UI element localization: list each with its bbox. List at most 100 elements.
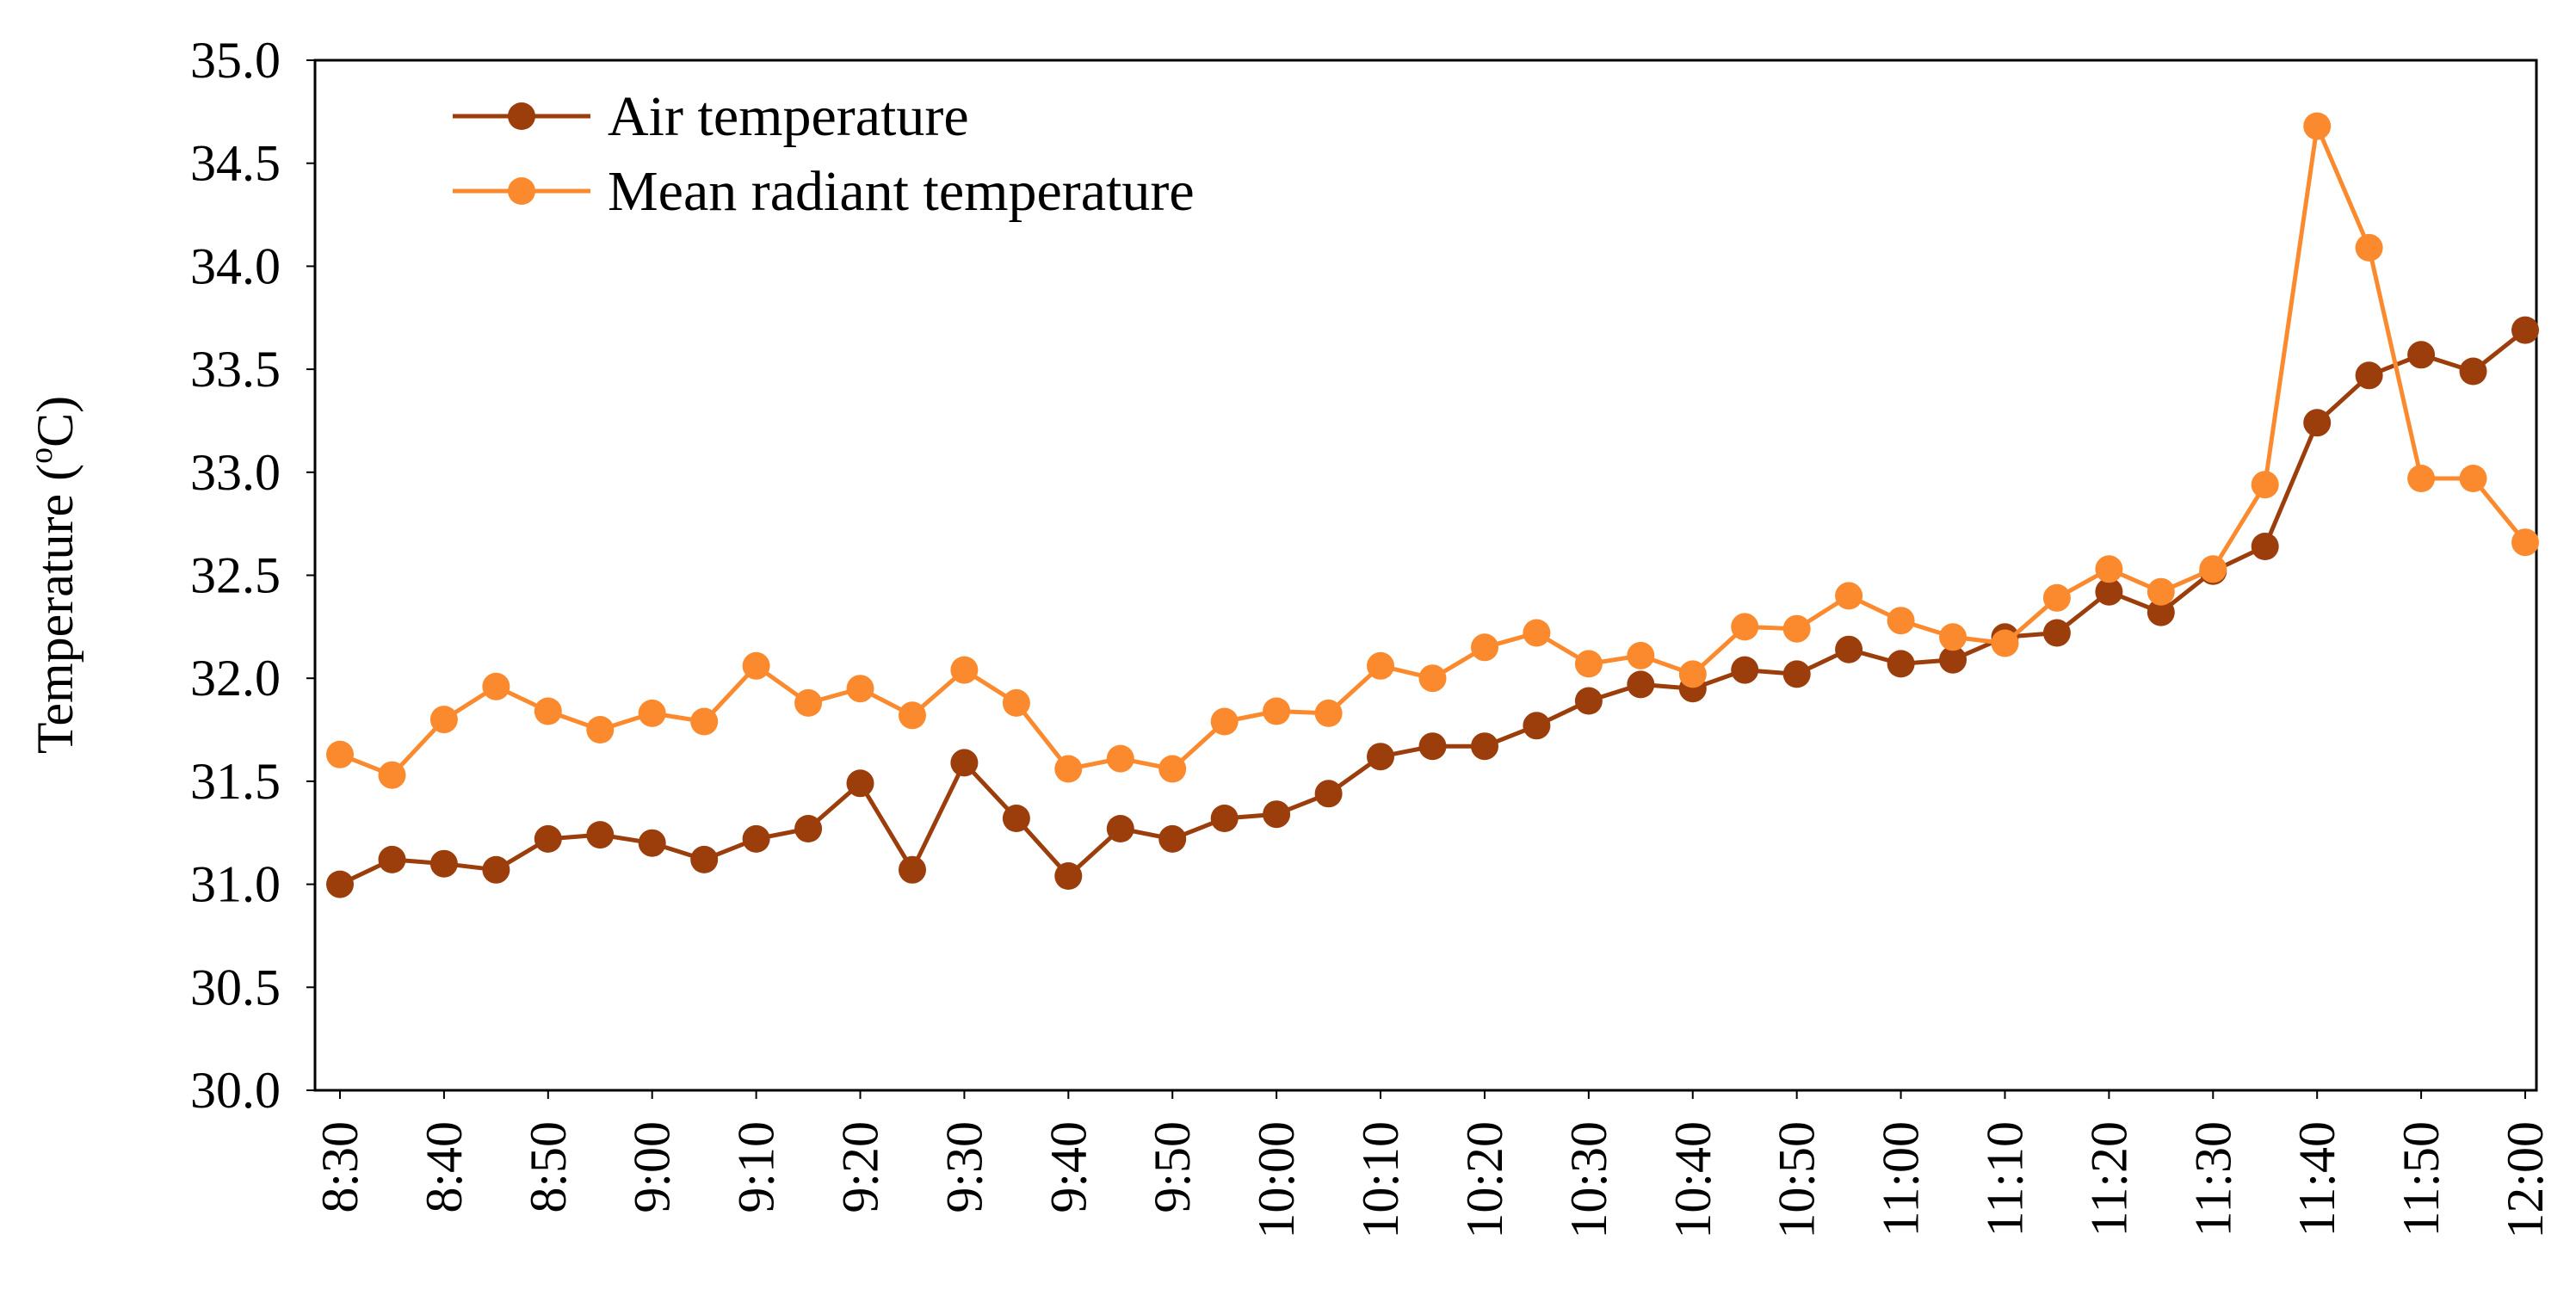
data-point-air-temperature[interactable] — [1731, 656, 1759, 684]
data-point-mean-radiant-temperature[interactable] — [846, 675, 874, 703]
data-point-mean-radiant-temperature[interactable] — [586, 716, 615, 743]
data-point-mean-radiant-temperature[interactable] — [794, 688, 823, 717]
data-point-mean-radiant-temperature[interactable] — [534, 697, 562, 725]
data-point-mean-radiant-temperature[interactable] — [429, 706, 458, 734]
data-point-air-temperature[interactable] — [326, 870, 354, 898]
data-point-air-temperature[interactable] — [1210, 805, 1239, 832]
data-point-mean-radiant-temperature[interactable] — [2251, 471, 2279, 499]
data-point-mean-radiant-temperature[interactable] — [742, 651, 770, 680]
legend-label-mean-radiant-temperature: Mean radiant temperature — [608, 160, 1195, 223]
data-point-air-temperature[interactable] — [2147, 598, 2175, 626]
x-tick-label: 12:00 — [2497, 1121, 2554, 1239]
x-tick-label: 9:00 — [624, 1121, 681, 1213]
data-point-mean-radiant-temperature[interactable] — [2511, 528, 2539, 557]
data-point-mean-radiant-temperature[interactable] — [1054, 755, 1083, 783]
data-point-mean-radiant-temperature[interactable] — [1731, 613, 1759, 641]
x-tick-label: 8:40 — [416, 1121, 473, 1213]
data-point-air-temperature[interactable] — [742, 824, 770, 853]
data-point-mean-radiant-temperature[interactable] — [1574, 650, 1603, 678]
data-point-air-temperature[interactable] — [2511, 316, 2539, 344]
data-point-mean-radiant-temperature[interactable] — [326, 740, 354, 768]
data-point-air-temperature[interactable] — [2095, 577, 2123, 606]
data-point-mean-radiant-temperature[interactable] — [2407, 465, 2436, 492]
data-point-mean-radiant-temperature[interactable] — [1263, 697, 1291, 725]
data-point-mean-radiant-temperature[interactable] — [1314, 699, 1343, 727]
x-tick-label: 9:10 — [728, 1121, 785, 1213]
data-point-air-temperature[interactable] — [586, 821, 615, 849]
data-point-air-temperature[interactable] — [1887, 650, 1915, 678]
data-point-mean-radiant-temperature[interactable] — [378, 761, 406, 789]
data-point-mean-radiant-temperature[interactable] — [899, 701, 926, 730]
data-point-air-temperature[interactable] — [482, 855, 510, 884]
data-point-air-temperature[interactable] — [2303, 409, 2332, 437]
data-point-air-temperature[interactable] — [1523, 712, 1551, 740]
data-point-mean-radiant-temperature[interactable] — [690, 707, 719, 736]
x-tick-label: 10:10 — [1352, 1121, 1409, 1239]
data-point-mean-radiant-temperature[interactable] — [1106, 744, 1134, 773]
data-point-mean-radiant-temperature[interactable] — [1782, 614, 1811, 643]
data-point-air-temperature[interactable] — [1627, 670, 1655, 699]
data-point-mean-radiant-temperature[interactable] — [950, 656, 979, 684]
data-point-air-temperature[interactable] — [794, 815, 823, 842]
x-tick-label: 10:00 — [1248, 1121, 1305, 1239]
data-point-air-temperature[interactable] — [1939, 645, 1967, 674]
data-point-mean-radiant-temperature[interactable] — [1367, 651, 1394, 680]
data-point-mean-radiant-temperature[interactable] — [1887, 607, 1915, 635]
y-tick-label: 32.0 — [190, 650, 281, 706]
data-point-mean-radiant-temperature[interactable] — [1158, 755, 1187, 783]
data-point-mean-radiant-temperature[interactable] — [1939, 623, 1967, 651]
data-point-air-temperature[interactable] — [1002, 805, 1030, 832]
data-point-air-temperature[interactable] — [1367, 743, 1394, 771]
data-point-air-temperature[interactable] — [950, 749, 979, 777]
legend-entry-air-temperature[interactable]: Air temperature — [453, 85, 969, 148]
y-tick-label: 30.5 — [190, 959, 281, 1015]
data-point-air-temperature[interactable] — [1835, 635, 1863, 663]
data-point-mean-radiant-temperature[interactable] — [2042, 583, 2071, 612]
data-point-mean-radiant-temperature[interactable] — [1471, 633, 1498, 662]
data-point-air-temperature[interactable] — [2355, 361, 2383, 390]
data-point-mean-radiant-temperature[interactable] — [1991, 629, 2019, 657]
data-point-mean-radiant-temperature[interactable] — [1523, 619, 1551, 647]
legend-entry-mean-radiant-temperature[interactable]: Mean radiant temperature — [453, 160, 1195, 223]
data-point-mean-radiant-temperature[interactable] — [1210, 707, 1239, 736]
data-point-air-temperature[interactable] — [1314, 780, 1343, 808]
data-point-air-temperature[interactable] — [2407, 341, 2436, 369]
data-point-air-temperature[interactable] — [1418, 732, 1447, 761]
x-tick-label: 11:20 — [2080, 1121, 2137, 1237]
data-point-mean-radiant-temperature[interactable] — [2355, 233, 2383, 262]
data-point-air-temperature[interactable] — [2251, 533, 2279, 560]
data-point-mean-radiant-temperature[interactable] — [2095, 555, 2123, 583]
x-tick-label: 8:30 — [312, 1121, 368, 1213]
data-point-air-temperature[interactable] — [2459, 357, 2487, 386]
data-point-air-temperature[interactable] — [1782, 660, 1811, 688]
data-point-mean-radiant-temperature[interactable] — [2199, 555, 2227, 583]
data-point-mean-radiant-temperature[interactable] — [2459, 465, 2487, 492]
plot-frame — [313, 59, 2538, 1092]
data-point-air-temperature[interactable] — [1158, 824, 1187, 853]
data-point-air-temperature[interactable] — [534, 824, 562, 853]
data-point-air-temperature[interactable] — [638, 829, 666, 857]
data-point-air-temperature[interactable] — [378, 845, 406, 873]
data-point-mean-radiant-temperature[interactable] — [482, 672, 510, 700]
legend: Air temperature Mean radiant temperature — [453, 85, 1195, 223]
data-point-air-temperature[interactable] — [2042, 619, 2071, 647]
data-point-air-temperature[interactable] — [429, 849, 458, 878]
data-point-mean-radiant-temperature[interactable] — [1678, 660, 1707, 688]
data-point-air-temperature[interactable] — [1471, 732, 1498, 761]
data-point-air-temperature[interactable] — [899, 855, 926, 884]
data-point-mean-radiant-temperature[interactable] — [1002, 688, 1030, 717]
data-point-mean-radiant-temperature[interactable] — [1627, 641, 1655, 669]
y-tick-label: 31.0 — [190, 856, 281, 913]
data-point-air-temperature[interactable] — [690, 845, 719, 873]
data-point-mean-radiant-temperature[interactable] — [2147, 577, 2175, 606]
data-point-mean-radiant-temperature[interactable] — [1418, 664, 1447, 693]
data-point-mean-radiant-temperature[interactable] — [638, 699, 666, 727]
data-point-air-temperature[interactable] — [846, 769, 874, 798]
data-point-air-temperature[interactable] — [1054, 862, 1083, 890]
data-point-air-temperature[interactable] — [1106, 815, 1134, 842]
data-point-mean-radiant-temperature[interactable] — [2303, 112, 2332, 140]
data-point-air-temperature[interactable] — [1263, 800, 1291, 829]
data-point-air-temperature[interactable] — [1574, 687, 1603, 715]
data-point-mean-radiant-temperature[interactable] — [1835, 582, 1863, 610]
